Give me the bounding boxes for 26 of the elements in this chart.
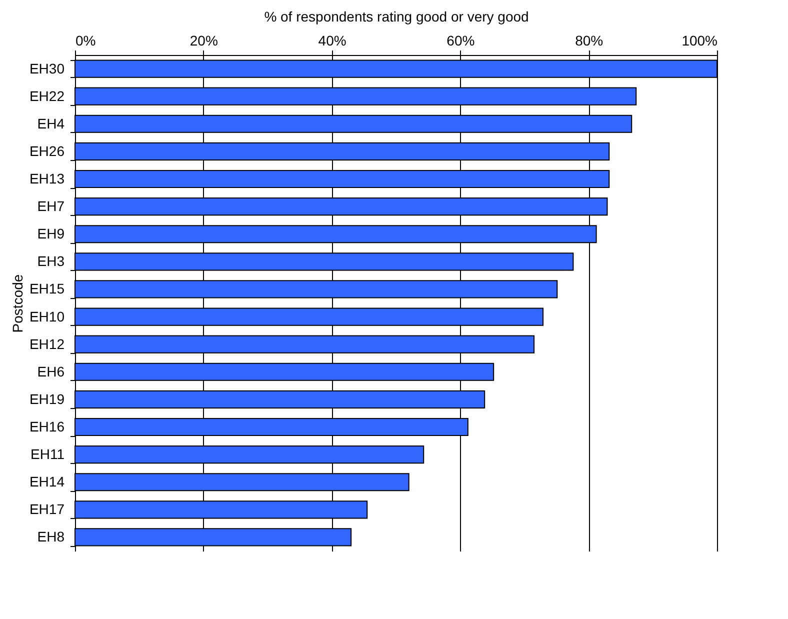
x-tick-label: 0% — [76, 32, 96, 48]
y-tick-label: EH19 — [29, 390, 65, 407]
y-tick-label: EH10 — [29, 308, 65, 324]
y-tick-label: EH14 — [29, 474, 65, 490]
y-tick-label: EH26 — [29, 142, 65, 159]
y-tick-label: EH9 — [37, 226, 65, 242]
y-tick-label: EH7 — [37, 198, 65, 214]
y-tick-label: EH16 — [29, 418, 65, 434]
y-axis-title: Postcode — [9, 274, 26, 333]
x-tick-label: 60% — [446, 32, 475, 48]
x-tick-label: 80% — [575, 32, 604, 48]
y-tick-label: EH17 — [29, 501, 65, 518]
y-tick-label: EH30 — [29, 60, 65, 76]
y-tick-label: EH22 — [29, 88, 65, 104]
x-axis-title: % of respondents rating good or very good — [264, 8, 529, 24]
x-tick-label: 100% — [682, 32, 718, 48]
y-tick-label: EH12 — [29, 336, 65, 352]
y-tick-label: EH3 — [37, 253, 65, 270]
y-tick-label: EH4 — [37, 115, 65, 132]
y-tick-label: EH15 — [29, 280, 65, 297]
x-tick-label: 20% — [190, 32, 218, 48]
y-tick-label: EH8 — [37, 528, 65, 545]
x-tick-label: 40% — [318, 32, 346, 48]
y-tick-label: EH11 — [30, 446, 65, 462]
y-tick-label: EH13 — [29, 170, 65, 186]
y-tick-label: EH6 — [37, 363, 65, 380]
